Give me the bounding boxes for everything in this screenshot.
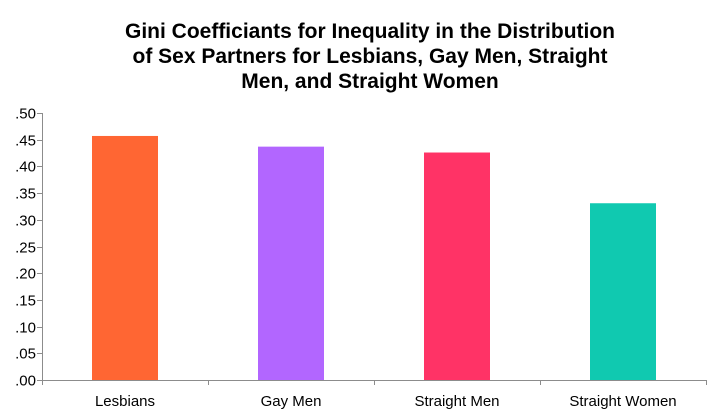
bar [92,135,158,380]
y-tick-label: .15 [15,293,36,310]
y-tick-label: .45 [15,133,36,150]
chart-title-line-3: Men, and Straight Women [241,70,499,93]
x-tick-label: Gay Men [261,393,322,410]
bar [258,146,324,380]
y-tick-label: .00 [15,373,36,390]
chart-title-line-1: Gini Coefficiants for Inequality in the … [124,20,615,43]
y-tick-label: .30 [15,213,36,230]
bar [424,152,490,380]
chart-title-line-2: of Sex Partners for Lesbians, Gay Men, S… [132,45,608,68]
y-tick-label: .05 [15,346,36,363]
y-tick-label: .10 [15,320,36,337]
chart-title: Gini Coefficiants for Inequality in the … [80,19,660,94]
y-tick-label: .25 [15,240,36,257]
bar [590,203,656,380]
x-tick-label: Straight Women [569,393,676,410]
y-tick-label: .50 [15,106,36,123]
y-tick-label: .35 [15,186,36,203]
x-tick-label: Lesbians [95,393,155,410]
y-tick-label: .40 [15,159,36,176]
y-tick-label: .20 [15,266,36,283]
x-tick-label: Straight Men [414,393,499,410]
